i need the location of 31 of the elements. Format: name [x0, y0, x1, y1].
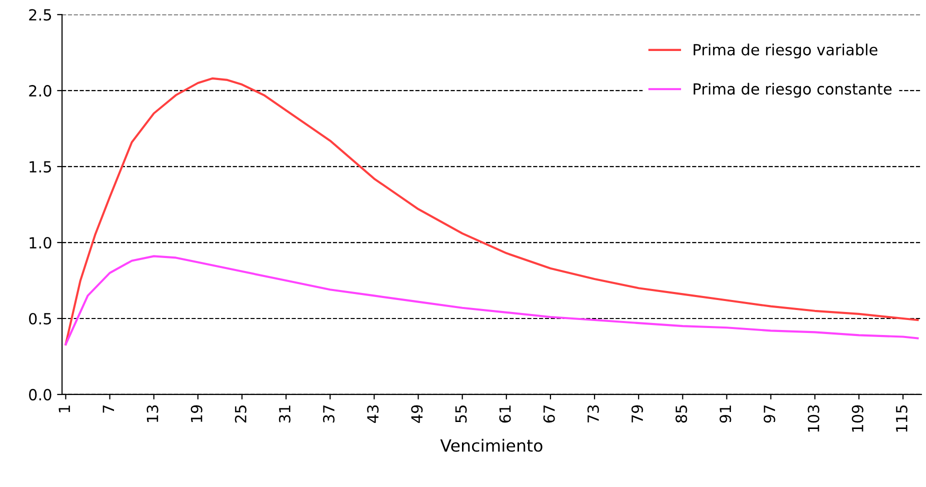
x-tick-label: 73	[587, 405, 599, 422]
legend-label: Prima de riesgo variable	[694, 44, 878, 58]
y-tick-label: 1.5	[30, 161, 51, 173]
x-tick-label: 67	[543, 406, 555, 423]
x-tick-label: 55	[455, 406, 467, 422]
x-tick-label: 97	[764, 406, 776, 423]
x-tick-label: 85	[676, 406, 688, 423]
y-tick-label: 2.5	[29, 9, 51, 21]
x-tick-label: 25	[234, 406, 246, 423]
y-tick-label: 2.0	[29, 85, 52, 97]
line-series	[64, 77, 919, 346]
x-tick-label: 103	[808, 405, 820, 432]
x-tick-label: 7	[102, 406, 114, 413]
x-tick-label: 13	[146, 405, 158, 422]
legend-label: Prima de riesgo constante	[694, 82, 892, 98]
x-tick-label: 31	[278, 406, 290, 422]
y-tick-label: 0.0	[29, 388, 52, 400]
x-tick-label: 49	[411, 405, 423, 423]
x-tick-label: 79	[631, 405, 644, 422]
y-tick-label: 0.5	[29, 312, 51, 325]
x-tick-label: 115	[896, 406, 908, 432]
x-tick-label: 109	[852, 405, 864, 432]
x-tick-label: 61	[499, 406, 511, 423]
x-axis-title: Vencimiento	[440, 438, 542, 452]
x-tick-label: 37	[323, 406, 335, 422]
x-tick-label: 43	[367, 405, 379, 423]
line-series	[64, 255, 919, 346]
x-tick-label: 19	[190, 405, 202, 422]
y-tick-label: 1.0	[30, 236, 52, 249]
x-tick-label: 1	[58, 406, 70, 412]
x-tick-label: 91	[720, 406, 732, 423]
